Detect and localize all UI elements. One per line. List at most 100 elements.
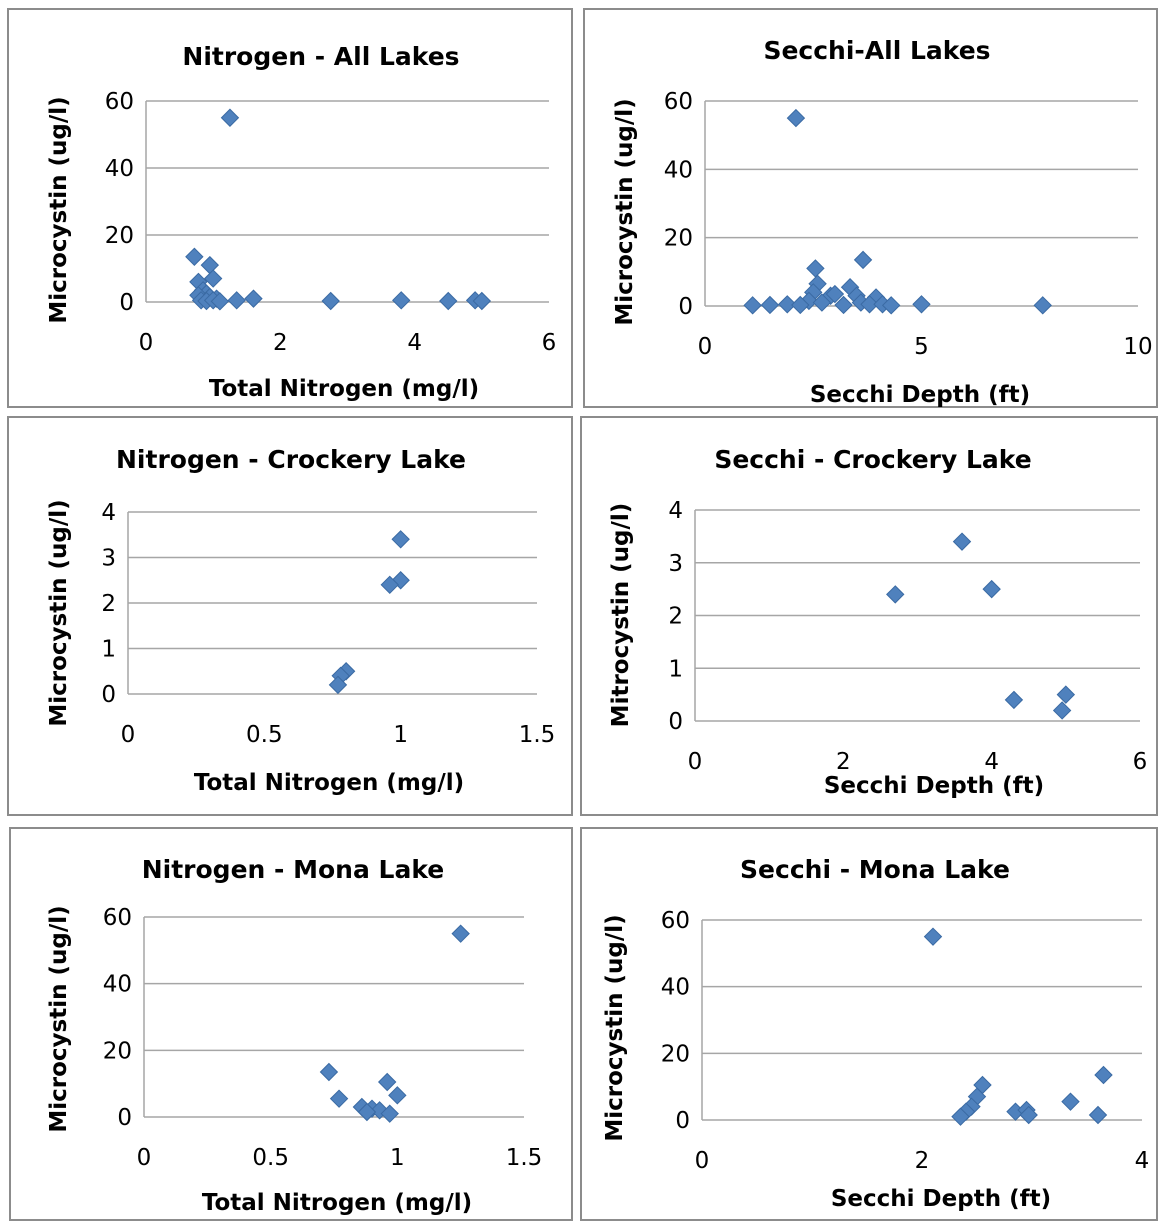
y-tick-label: 60 — [105, 89, 134, 115]
data-point — [388, 1086, 407, 1105]
y-tick-label: 0 — [675, 1108, 690, 1134]
y-tick-label: 40 — [661, 975, 690, 1001]
data-point — [912, 295, 931, 314]
scatter-plot: 0 20 40 60 0 2 4 6 Nitrogen - All Lakes Total N… — [46, 42, 557, 402]
x-tick-label: 0 — [688, 749, 703, 775]
data-point — [227, 291, 246, 310]
x-tick-label: 10 — [1123, 334, 1152, 360]
data-point — [439, 291, 458, 311]
data-point — [825, 284, 845, 304]
data-point — [806, 259, 825, 278]
x-axis-title: Total Nitrogen (mg/l) — [194, 770, 464, 796]
y-tick-label: 2 — [668, 604, 683, 630]
x-tick-label: 1.5 — [519, 722, 556, 748]
data-point — [952, 532, 972, 551]
chart-title: Secchi - Mona Lake — [740, 855, 1010, 884]
data-point — [392, 291, 411, 310]
x-tick-label: 0 — [698, 334, 713, 360]
x-tick-label: 4 — [407, 330, 422, 356]
data-point — [391, 530, 410, 549]
data-point — [786, 108, 806, 128]
data-point — [1052, 701, 1072, 720]
y-tick-label: 0 — [668, 709, 683, 735]
y-tick-label: 0 — [678, 294, 693, 320]
y-axis-title: Microcystin (ug/l) — [46, 499, 72, 726]
data-point — [791, 295, 810, 315]
data-point — [881, 296, 901, 315]
y-tick-label: 20 — [664, 226, 693, 252]
data-point — [982, 579, 1001, 599]
y-tick-label: 1 — [668, 656, 683, 682]
y-tick-label: 4 — [101, 500, 116, 526]
data-point — [377, 1072, 397, 1092]
x-tick-label: 4 — [984, 749, 999, 775]
x-tick-label: 0 — [139, 330, 154, 356]
x-tick-label: 0 — [137, 1145, 152, 1171]
y-tick-label: 20 — [661, 1041, 690, 1067]
data-point — [1088, 1105, 1108, 1125]
data-point — [329, 1089, 349, 1108]
data-point — [210, 292, 230, 311]
scatter-plot: 0 20 40 60 0 5 10 Secchi-All Lakes Secchi Dept… — [612, 36, 1153, 408]
x-tick-label: 4 — [1135, 1148, 1150, 1174]
y-tick-label: 0 — [117, 1105, 132, 1131]
data-point — [1004, 690, 1024, 710]
data-point — [451, 924, 470, 943]
x-tick-label: 6 — [1133, 749, 1148, 775]
y-tick-label: 60 — [661, 908, 690, 934]
y-tick-label: 40 — [105, 156, 134, 182]
data-point — [886, 585, 905, 604]
chart-title: Nitrogen - Mona Lake — [142, 855, 445, 884]
data-point — [834, 295, 853, 315]
scatter-plot: 0 1 2 3 4 0 0.5 1 1.5 Nitrogen - Crockery Lake T… — [46, 445, 556, 796]
chart-panel-nitrogen-all-lakes: 0 20 40 60 0 2 4 6 Nitrogen - All Lakes Total N… — [7, 8, 573, 408]
x-tick-label: 0.5 — [252, 1145, 289, 1171]
data-point — [200, 255, 220, 275]
y-tick-label: 20 — [103, 1038, 132, 1064]
x-axis-title: Total Nitrogen (mg/l) — [202, 1190, 472, 1216]
y-tick-label: 4 — [668, 498, 683, 524]
data-point — [472, 291, 492, 311]
data-point — [380, 575, 399, 595]
data-point — [321, 291, 340, 311]
x-tick-label: 2 — [273, 330, 288, 356]
data-point — [380, 1104, 399, 1123]
y-axis-title: Microcystin (ug/l) — [46, 905, 72, 1132]
data-point — [244, 289, 263, 308]
data-point — [220, 108, 240, 127]
data-point — [1019, 1105, 1038, 1125]
y-tick-label: 2 — [101, 591, 116, 617]
y-tick-label: 40 — [103, 972, 132, 998]
data-point — [778, 295, 797, 314]
y-axis-title: Microcystin (ug/l) — [612, 98, 638, 325]
chart-panel-secchi-crockery-lake: 0 1 2 3 4 0 2 4 6 Secchi - Crockery Lake Secchi … — [580, 416, 1158, 816]
data-point — [1061, 1092, 1080, 1111]
y-axis-title: Mitrocystin (ug/l) — [608, 503, 634, 728]
y-tick-label: 0 — [119, 290, 134, 316]
data-point — [743, 296, 762, 315]
y-tick-label: 3 — [101, 546, 116, 572]
x-tick-label: 2 — [915, 1148, 930, 1174]
chart-panel-nitrogen-mona-lake: 0 20 40 60 0 0.5 1 1.5 Nitrogen - Mona Lake Tot… — [9, 827, 573, 1221]
y-axis-title: Microcystin (ug/l) — [602, 914, 628, 1141]
data-point — [1033, 296, 1052, 315]
chart-title: Nitrogen - All Lakes — [182, 42, 459, 71]
scatter-plot: 0 20 40 60 0 0.5 1 1.5 Nitrogen - Mona Lake Tot… — [46, 855, 542, 1216]
chart-panel-nitrogen-crockery-lake: 0 1 2 3 4 0 0.5 1 1.5 Nitrogen - Crockery Lake T… — [7, 416, 573, 816]
x-axis-title: Secchi Depth (ft) — [810, 382, 1030, 408]
data-point — [923, 927, 943, 946]
data-point — [357, 1102, 377, 1122]
chart-panel-secchi-mona-lake: 0 20 40 60 0 2 4 Secchi - Mona Lake Secchi Dep… — [580, 827, 1158, 1221]
y-tick-label: 40 — [664, 157, 693, 183]
y-tick-label: 3 — [668, 551, 683, 577]
data-point — [185, 247, 204, 266]
data-point — [328, 675, 348, 695]
x-tick-label: 2 — [836, 749, 851, 775]
x-tick-label: 0 — [695, 1148, 710, 1174]
x-tick-label: 6 — [542, 330, 557, 356]
data-point — [812, 293, 832, 312]
y-tick-label: 1 — [101, 637, 116, 663]
x-axis-title: Secchi Depth (ft) — [831, 1186, 1051, 1212]
x-tick-label: 1 — [393, 722, 408, 748]
x-axis-title: Total Nitrogen (mg/l) — [209, 376, 479, 402]
